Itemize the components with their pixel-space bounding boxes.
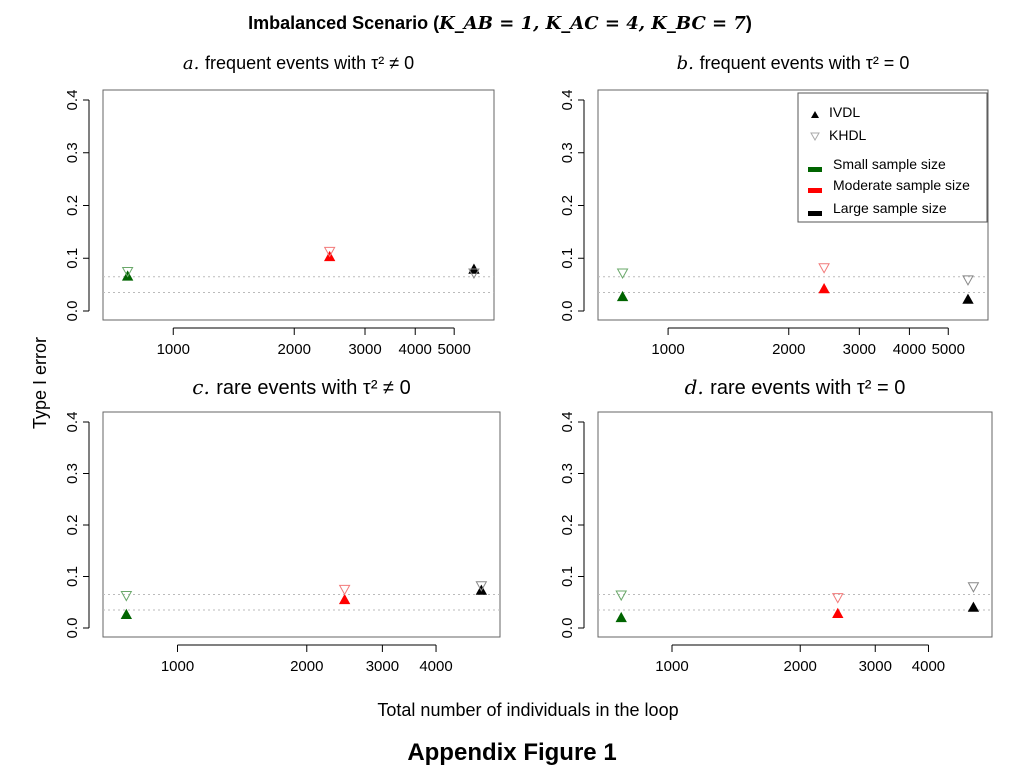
y-tick-label: 0.4 bbox=[559, 90, 576, 111]
khdl-point bbox=[962, 275, 974, 286]
y-tick-label: 0.1 bbox=[559, 248, 576, 269]
khdl-point bbox=[338, 584, 351, 596]
figure-title: Imbalanced Scenario (K_AB = 1, K_AC = 4,… bbox=[248, 13, 752, 34]
panel-title-text: rare events with τ² = 0 bbox=[710, 377, 905, 399]
khdl-point bbox=[831, 593, 844, 604]
panel-c: c. rare events with τ² ≠ 0 0.0 0.1 0.2 0.3 0.… bbox=[64, 375, 501, 675]
x-tick-label: 2000 bbox=[772, 341, 805, 358]
x-tick-label: 5000 bbox=[932, 341, 965, 358]
y-tick-label: 0.2 bbox=[559, 195, 576, 216]
figure-title-suffix: ) bbox=[746, 13, 752, 33]
x-tick-label: 4000 bbox=[419, 658, 452, 675]
panel-title-letter: a. bbox=[183, 53, 205, 74]
legend: IVDL KHDL Small sample size Moderate sam… bbox=[797, 92, 988, 223]
panel-title-d: d. rare events with τ² = 0 bbox=[685, 375, 906, 399]
x-tick-label: 2000 bbox=[784, 658, 817, 675]
khdl-point bbox=[121, 266, 134, 278]
plot-area-b bbox=[597, 89, 989, 321]
panel-title-c: c. rare events with τ² ≠ 0 bbox=[192, 375, 410, 399]
y-tick-label: 0.3 bbox=[559, 142, 576, 163]
legend-ivdl-label: IVDL bbox=[829, 104, 860, 120]
panel-title-b: b. frequent events with τ² = 0 bbox=[677, 53, 910, 74]
khdl-point bbox=[468, 268, 480, 280]
ivdl-point bbox=[818, 283, 830, 294]
panels-group: a. frequent events with τ² ≠ 0 0.0 0.1 0.2 0… bbox=[64, 53, 993, 675]
panel-title-text: frequent events with τ² ≠ 0 bbox=[205, 53, 414, 73]
legend-large-swatch bbox=[808, 211, 822, 216]
plot-area-c bbox=[102, 411, 501, 638]
legend-small-swatch bbox=[808, 167, 822, 172]
legend-ivdl-marker bbox=[811, 111, 819, 118]
legend-box bbox=[797, 92, 988, 223]
legend-moderate-label: Moderate sample size bbox=[833, 177, 970, 193]
y-tick-label: 0.4 bbox=[559, 412, 576, 433]
khdl-point bbox=[616, 268, 629, 280]
x-tick-label: 1000 bbox=[655, 658, 688, 675]
x-tick-label: 3000 bbox=[348, 341, 381, 358]
x-tick-label: 1000 bbox=[651, 341, 684, 358]
figure-caption: Appendix Figure 1 bbox=[407, 739, 616, 766]
khdl-point bbox=[615, 590, 628, 602]
y-tick-label: 0.3 bbox=[559, 463, 576, 484]
y-axis-label: Type I error bbox=[30, 337, 50, 429]
y-tick-label: 0.0 bbox=[64, 618, 81, 639]
y-tick-label: 0.2 bbox=[64, 515, 81, 536]
x-tick-label: 1000 bbox=[161, 658, 194, 675]
legend-khdl-label: KHDL bbox=[829, 127, 867, 143]
panel-title-letter: b. bbox=[677, 53, 700, 74]
figure-title-prefix: Imbalanced Scenario ( bbox=[248, 13, 439, 33]
x-tick-label: 3000 bbox=[366, 658, 399, 675]
plot-area-d bbox=[597, 411, 993, 638]
x-tick-label: 3000 bbox=[859, 658, 892, 675]
y-tick-label: 0.1 bbox=[64, 566, 81, 587]
y-tick-label: 0.1 bbox=[559, 566, 576, 587]
plot-area-a bbox=[102, 89, 495, 321]
y-tick-label: 0.2 bbox=[559, 515, 576, 536]
panel-a: a. frequent events with τ² ≠ 0 0.0 0.1 0.2 0… bbox=[64, 53, 495, 358]
ivdl-point bbox=[338, 593, 351, 605]
khdl-point bbox=[475, 581, 488, 592]
x-tick-label: 1000 bbox=[157, 341, 190, 358]
legend-large-label: Large sample size bbox=[833, 200, 947, 216]
figure-title-math: K_AB = 1, K_AC = 4, K_BC = 7 bbox=[438, 13, 746, 34]
legend-khdl-marker bbox=[810, 132, 820, 142]
x-tick-label: 4000 bbox=[399, 341, 432, 358]
x-tick-label: 3000 bbox=[843, 341, 876, 358]
panel-d: d. rare events with τ² = 0 0.0 0.1 0.2 0.3 0.… bbox=[559, 375, 993, 675]
khdl-point bbox=[818, 263, 830, 274]
x-axis-label: Total number of individuals in the loop bbox=[377, 700, 678, 720]
y-tick-label: 0.0 bbox=[559, 618, 576, 639]
x-tick-label: 2000 bbox=[290, 658, 323, 675]
khdl-point bbox=[120, 591, 133, 602]
panel-title-text: frequent events with τ² = 0 bbox=[700, 53, 910, 73]
ivdl-point bbox=[967, 601, 980, 612]
x-tick-label: 2000 bbox=[278, 341, 311, 358]
panel-b: b. frequent events with τ² = 0 0.0 0.1 0.2 0… bbox=[559, 53, 989, 358]
ivdl-point bbox=[832, 607, 844, 618]
y-tick-label: 0.0 bbox=[559, 301, 576, 322]
khdl-point bbox=[323, 246, 336, 258]
x-tick-label: 4000 bbox=[893, 341, 926, 358]
panel-title-text: rare events with τ² ≠ 0 bbox=[216, 377, 411, 399]
y-tick-label: 0.1 bbox=[64, 248, 81, 269]
khdl-point bbox=[967, 582, 980, 593]
y-tick-label: 0.0 bbox=[64, 301, 81, 322]
y-tick-label: 0.4 bbox=[64, 412, 81, 433]
ivdl-point bbox=[616, 290, 629, 302]
panel-title-letter: d. bbox=[685, 375, 711, 399]
panel-title-a: a. frequent events with τ² ≠ 0 bbox=[183, 53, 414, 74]
ivdl-point bbox=[962, 293, 974, 304]
x-tick-label: 4000 bbox=[912, 658, 945, 675]
y-tick-label: 0.3 bbox=[64, 142, 81, 163]
y-tick-label: 0.3 bbox=[64, 463, 81, 484]
y-tick-label: 0.2 bbox=[64, 195, 81, 216]
legend-small-label: Small sample size bbox=[833, 156, 946, 172]
legend-moderate-swatch bbox=[808, 188, 822, 193]
panel-title-letter: c. bbox=[192, 375, 216, 399]
y-tick-label: 0.4 bbox=[64, 90, 81, 111]
ivdl-point bbox=[120, 608, 133, 620]
ivdl-point bbox=[615, 611, 627, 623]
x-tick-label: 5000 bbox=[437, 341, 470, 358]
